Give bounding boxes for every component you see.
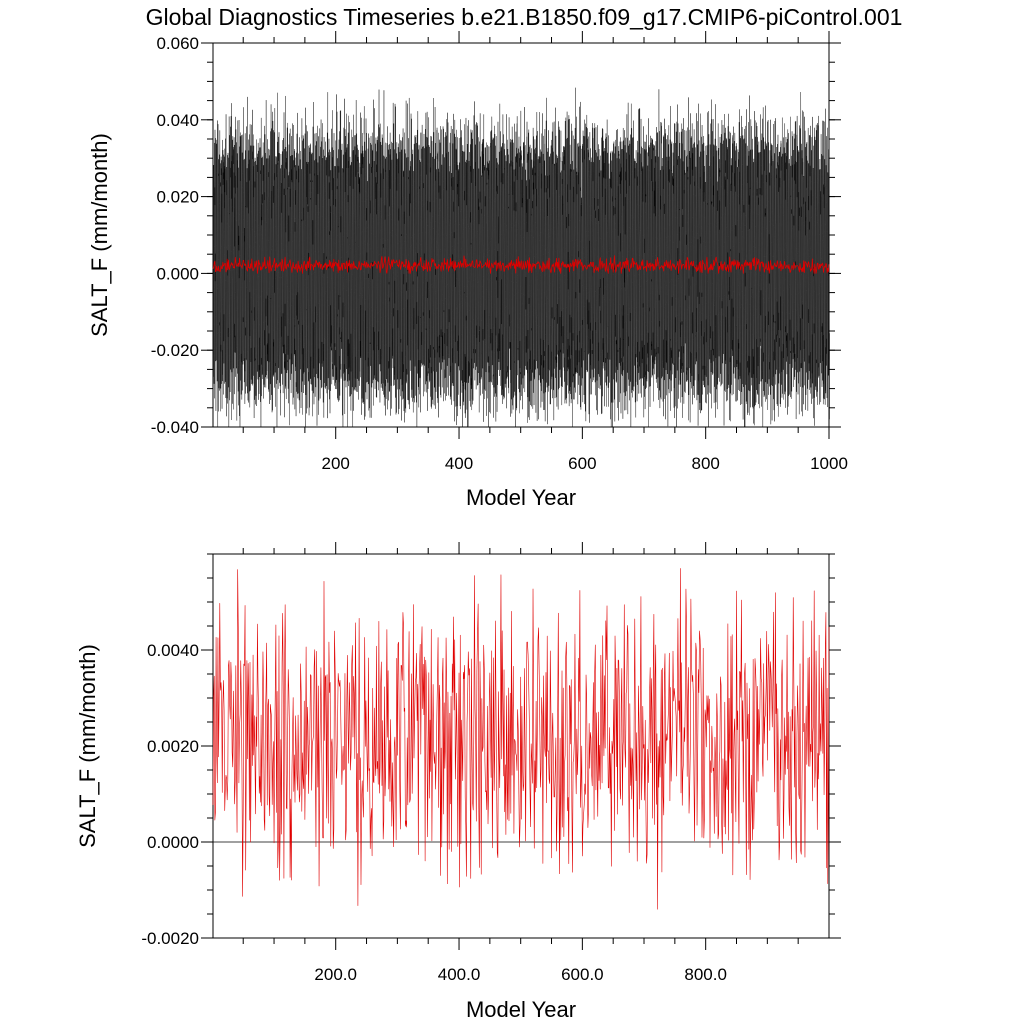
bottom-tick-labels: 200.0 400.0 600.0 800.0 -0.0020 0.0000 0.0020 0… [141,641,727,984]
top-x-tick-label: 600 [568,454,596,473]
bottom-x-tick-label: 800.0 [684,965,727,984]
top-y-tick-label: -0.040 [151,418,199,437]
bottom-y-axis-title: SALT_F (mm/month) [75,644,100,848]
top-series-line-1-annual [212,255,830,274]
bottom-y-tick-label: 0.0000 [147,833,199,852]
bottom-x-axis-title: Model Year [466,997,576,1022]
bottom-y-tick-label: -0.0020 [141,929,199,948]
top-series-group [212,87,830,428]
bottom-panel: 200.0 400.0 600.0 800.0 -0.0020 0.0000 0.0020 0… [75,542,841,1022]
top-y-tick-label: 0.000 [156,264,199,283]
bottom-series-line-0-annual [212,568,830,910]
figure-title: Global Diagnostics Timeseries b.e21.B185… [146,4,903,30]
top-panel: 200 400 600 800 1000 -0.040 -0.020 0.000 0.020 0.… [87,31,848,510]
top-tick-labels: 200 400 600 800 1000 -0.040 -0.020 0.000 0.020 0.… [151,34,848,473]
top-series-line-0-monthly [212,87,830,428]
bottom-tick-marks [201,542,841,950]
bottom-x-tick-label: 400.0 [438,965,481,984]
bottom-series-group [212,568,830,910]
top-x-tick-label: 1000 [810,454,848,473]
bottom-x-tick-label: 200.0 [314,965,357,984]
top-y-tick-label: 0.040 [156,111,199,130]
top-y-tick-label: 0.060 [156,34,199,53]
top-x-tick-label: 200 [322,454,350,473]
bottom-y-tick-label: 0.0040 [147,641,199,660]
bottom-x-tick-label: 600.0 [561,965,604,984]
top-x-tick-label: 400 [445,454,473,473]
top-y-axis-title: SALT_F (mm/month) [87,133,112,337]
top-y-tick-label: 0.020 [156,188,199,207]
top-y-tick-label: -0.020 [151,341,199,360]
top-x-tick-label: 800 [691,454,719,473]
bottom-y-tick-label: 0.0020 [147,737,199,756]
top-x-axis-title: Model Year [466,485,576,510]
top-tick-marks [201,31,841,439]
